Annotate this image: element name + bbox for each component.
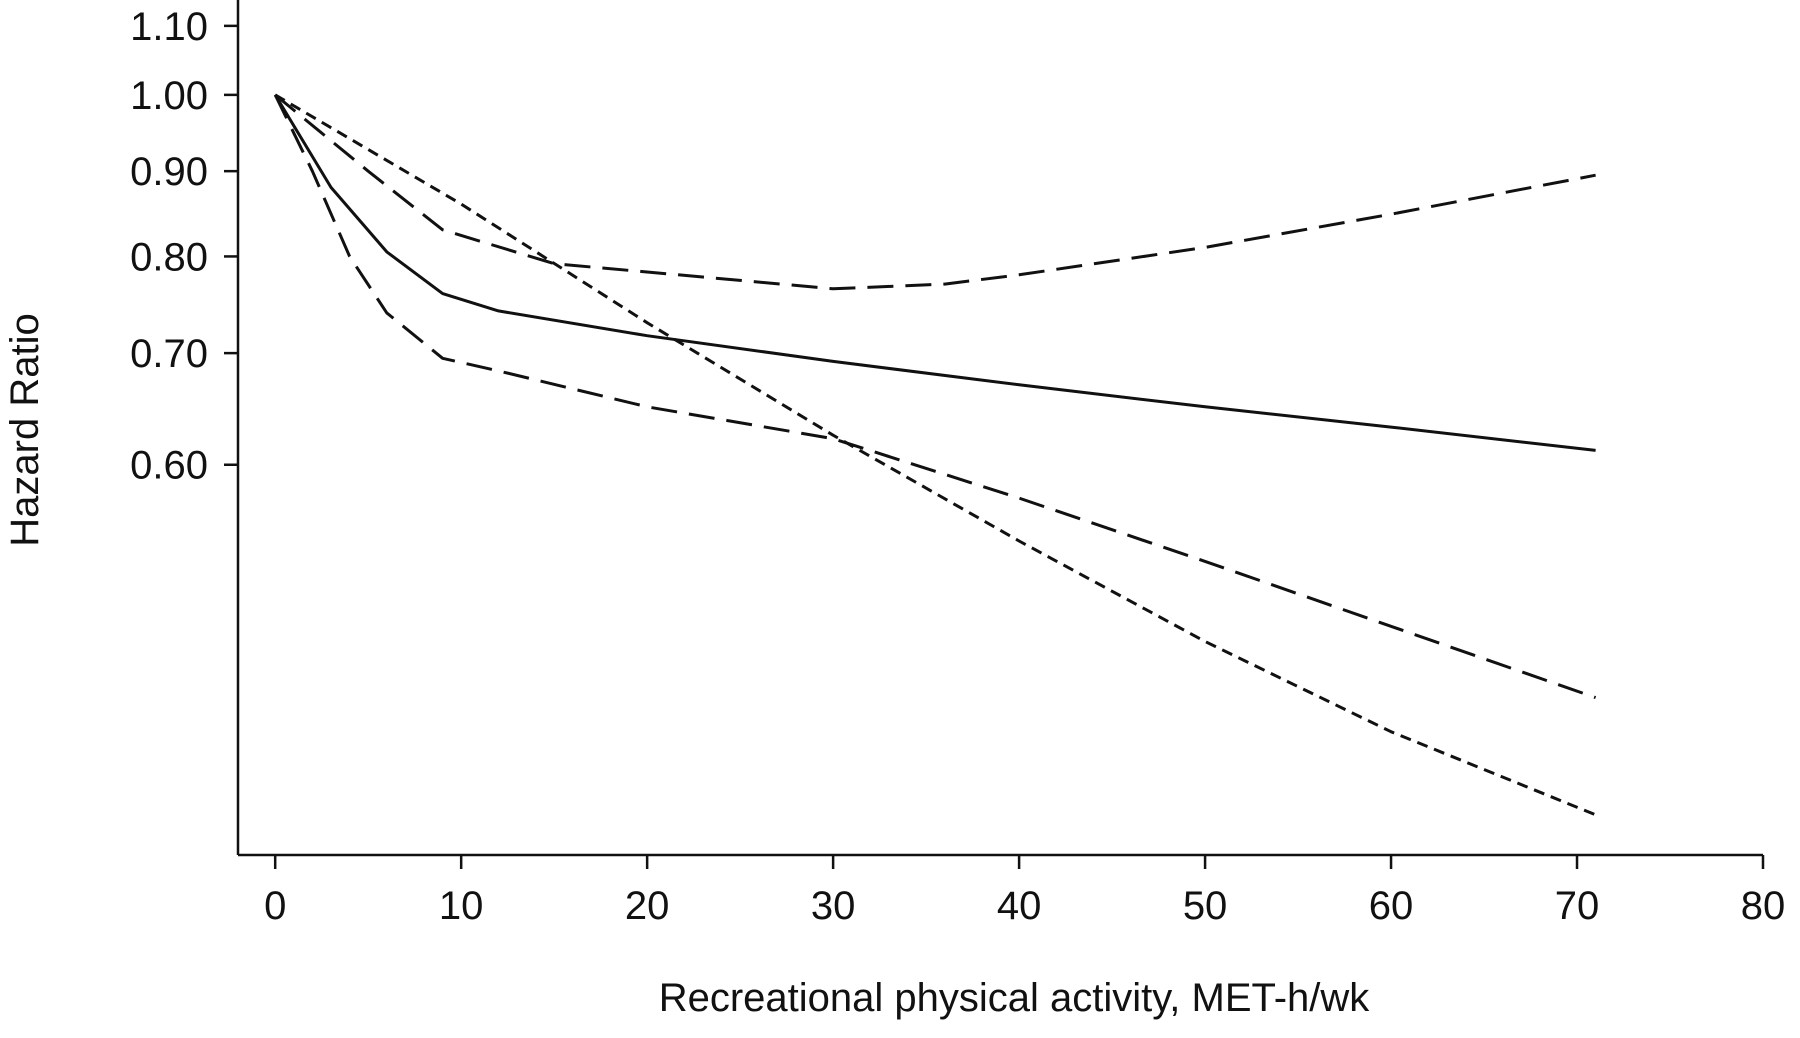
y-tick-label: 0.70: [130, 332, 208, 376]
y-tick-label: 0.90: [130, 150, 208, 194]
x-tick-label: 0: [264, 884, 286, 928]
axes: [236, 0, 1763, 857]
x-tick-label: 40: [997, 884, 1042, 928]
x-tick-label: 10: [439, 884, 484, 928]
y-tick-label: 1.10: [130, 5, 208, 49]
y-tick-label: 1.00: [130, 74, 208, 118]
series-line-4: [274, 93, 1597, 817]
x-tick-label: 60: [1369, 884, 1414, 928]
x-axis-label: Recreational physical activity, MET-h/wk: [659, 976, 1371, 1020]
x-tick-label: 20: [625, 884, 670, 928]
x-tick-label: 70: [1555, 884, 1600, 928]
x-axis-ticks: 0 10 20 30 40 50 60 70 80: [264, 855, 1785, 928]
series-lines: [273, 93, 1597, 817]
x-tick-label: 30: [811, 884, 856, 928]
y-tick-label: 0.60: [130, 444, 208, 488]
x-tick-label: 50: [1183, 884, 1228, 928]
y-tick-label: 0.80: [130, 235, 208, 279]
series-line-3: [274, 93, 1596, 291]
series-line-2: [273, 94, 1597, 700]
y-axis-label: Hazard Ratio: [3, 313, 47, 546]
y-axis-ticks: 0.60 0.70 0.80 0.90 1.00 1.10: [130, 5, 238, 488]
series-line-1: [273, 94, 1596, 452]
x-tick-label: 80: [1741, 884, 1786, 928]
